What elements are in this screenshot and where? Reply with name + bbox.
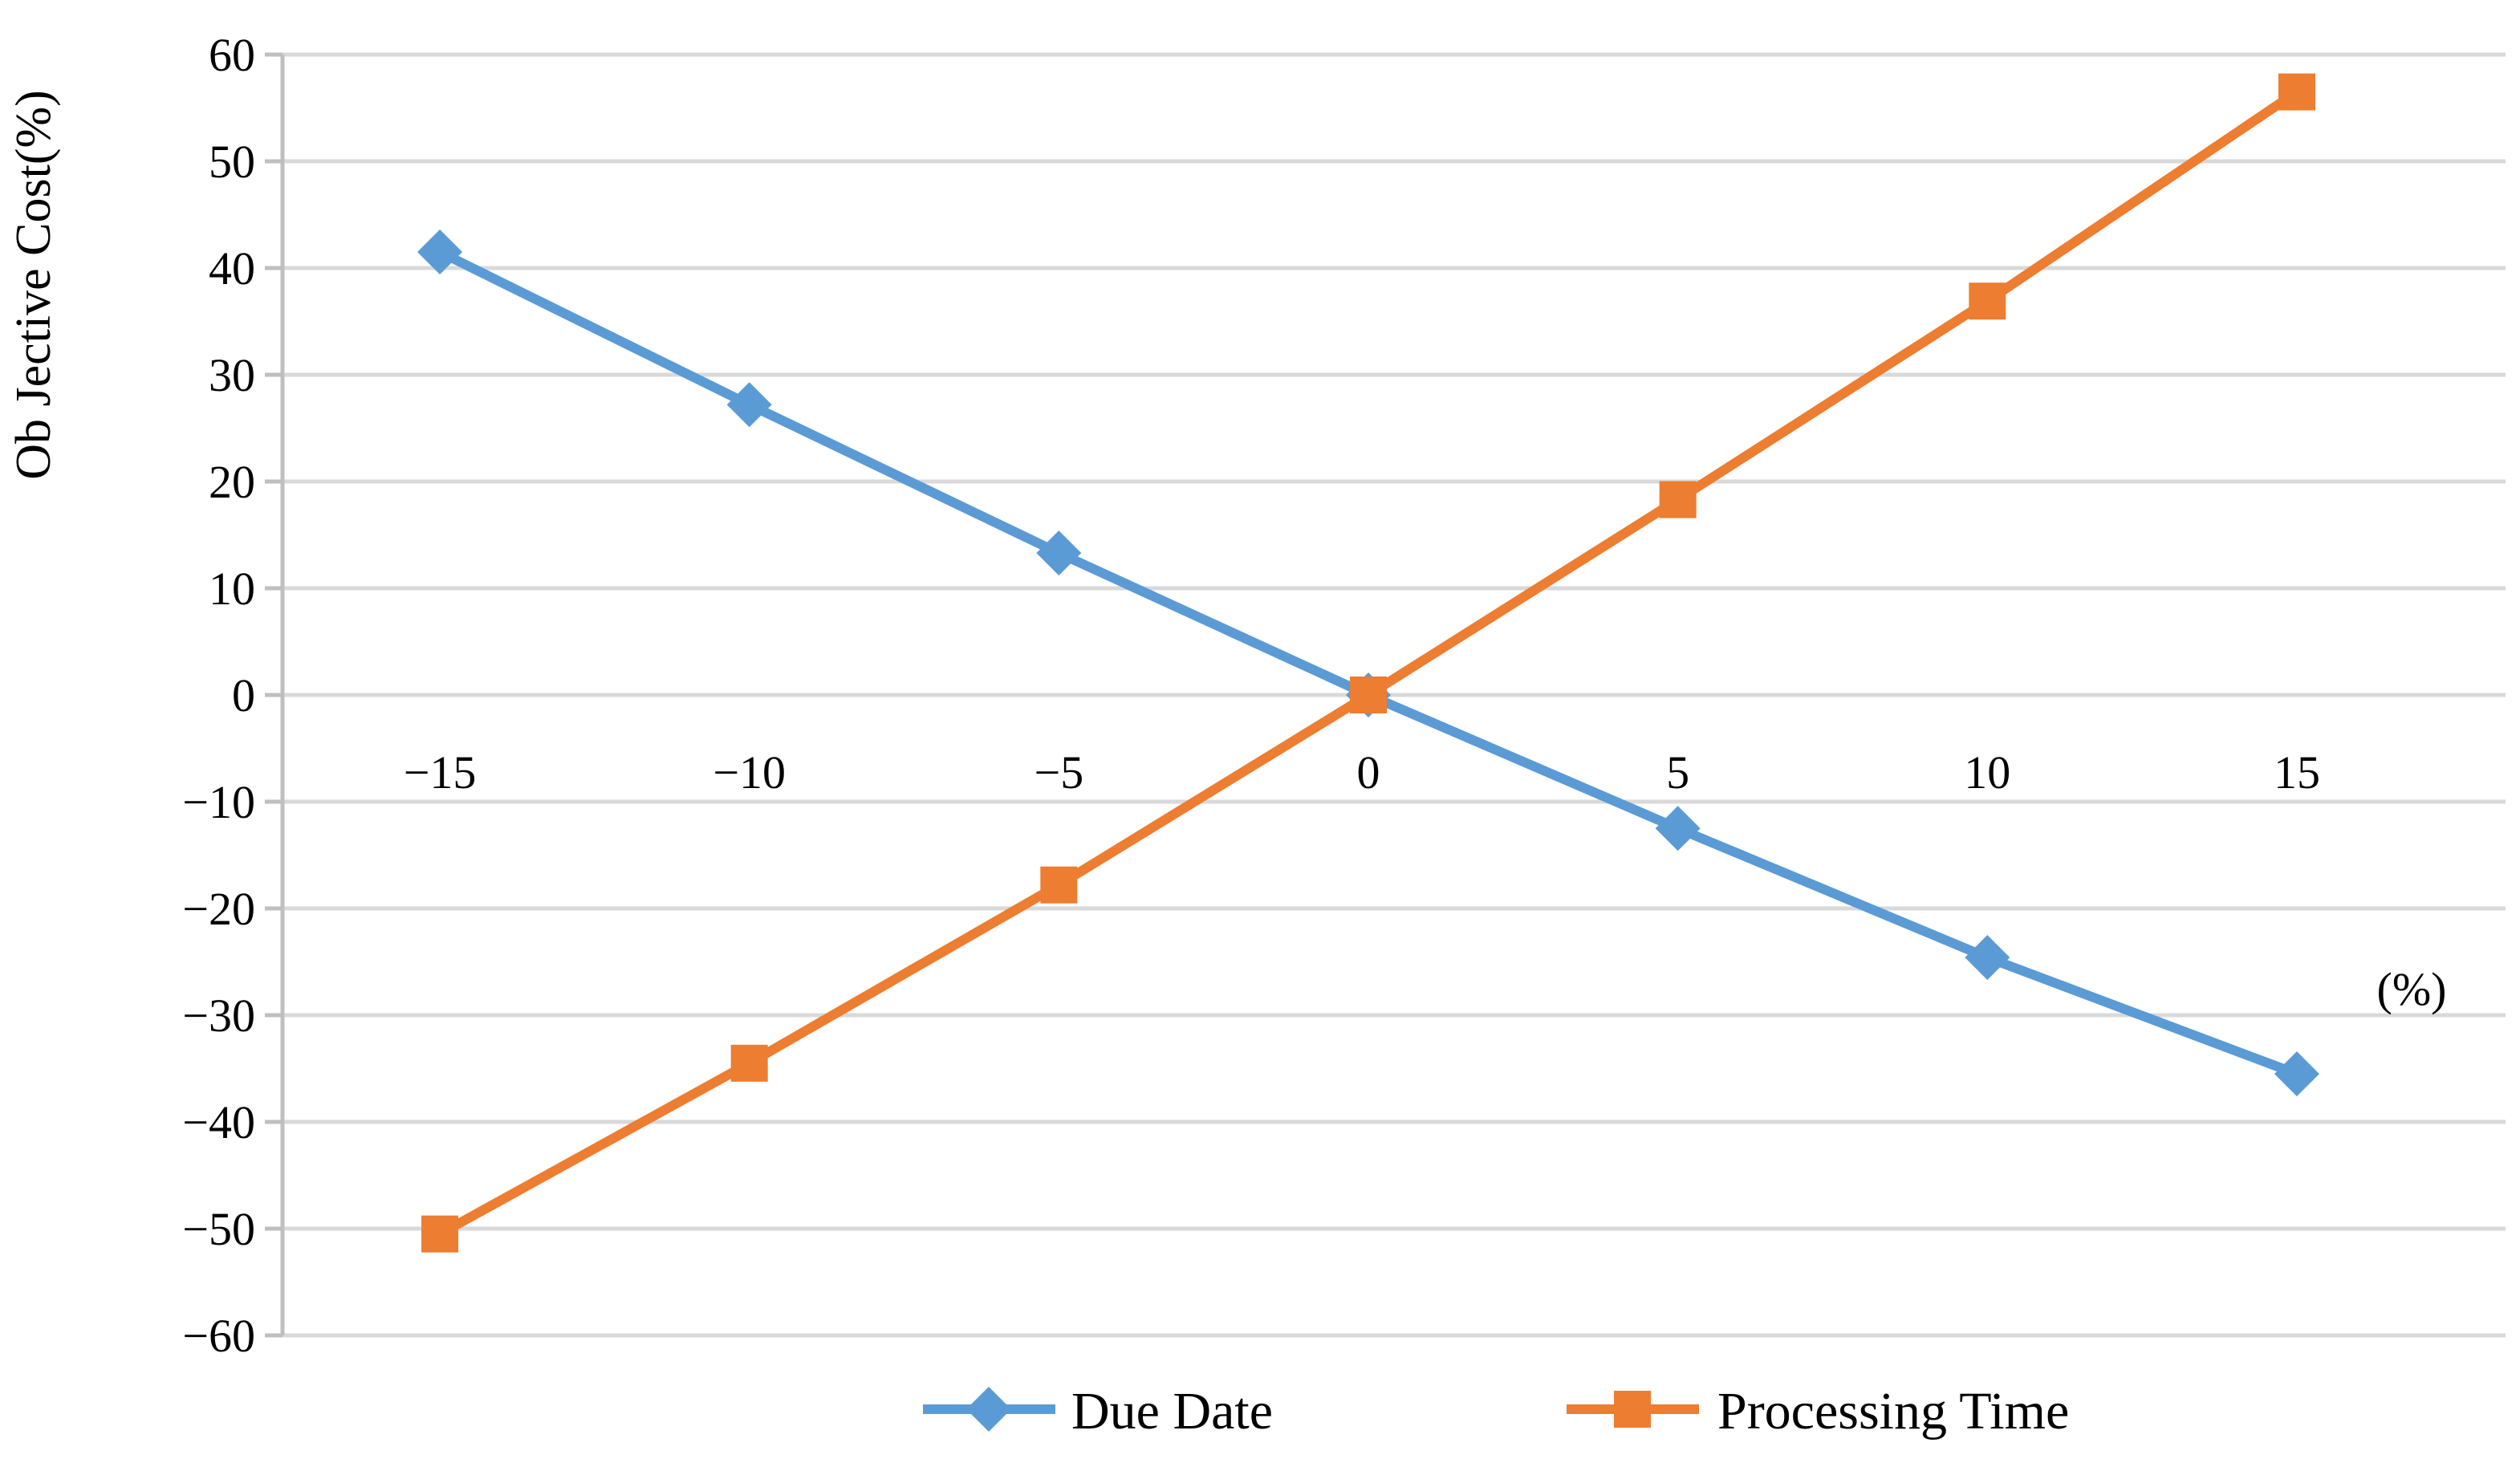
y-axis-title: Ob Jective Cost(%) [6,90,61,480]
y-tick-label: −30 [182,989,255,1042]
legend-processing-time-label: Processing Time [1717,1382,2069,1441]
processing-time-marker-square [1040,866,1078,904]
due-date-marker-diamond [2274,1051,2319,1097]
legend: Due Date Processing Time [923,1382,2069,1441]
x-tick-label: 15 [2274,746,2320,798]
x-tick-label: −10 [713,746,786,798]
y-tick-label: 30 [209,349,255,401]
processing-time-marker-square [1350,677,1387,713]
processing-time-marker-square [730,1044,768,1082]
y-tick-label: 10 [209,563,255,615]
x-tick-label: −15 [404,746,477,798]
x-tick-label: −5 [1034,746,1083,798]
legend-processing-time-marker-square [1614,1391,1651,1428]
legend-due-date-label: Due Date [1071,1382,1273,1441]
due-date-marker-diamond [726,382,772,428]
data-series [417,73,2319,1253]
legend-item-due-date: Due Date [923,1382,1273,1441]
processing-time-marker-square [2278,73,2315,111]
y-tick-label: −40 [182,1096,255,1148]
y-axis [265,52,285,1338]
x-axis-unit-label: (%) [2377,963,2447,1015]
y-tick-label: 20 [209,456,255,508]
x-tick-label: 5 [1666,746,1689,798]
due-date-marker-diamond [1965,935,2010,981]
y-tick-label: 60 [209,29,255,81]
due-date-marker-diamond [1036,530,1082,576]
x-tick-label: 10 [1964,746,2010,798]
legend-due-date-marker-diamond [966,1387,1011,1432]
y-tick-label: 0 [232,669,255,721]
y-tick-label: −50 [182,1203,255,1255]
legend-item-processing-time: Processing Time [1567,1382,2069,1441]
series-processing-time [421,73,2315,1253]
processing-time-marker-square [1969,282,2006,320]
x-tick-label: 0 [1357,746,1380,798]
y-tick-label: 50 [209,136,255,188]
processing-time-marker-square [421,1215,459,1253]
series-due-date [417,230,2319,1097]
y-tick-label: −60 [182,1310,255,1362]
due-date-marker-diamond [417,230,463,275]
series-processing-time-line [437,87,2300,1238]
y-tick-label: 40 [209,242,255,295]
y-tick-label: −10 [182,776,255,828]
due-date-marker-diamond [1655,806,1701,851]
y-tick-label: −20 [182,883,255,935]
processing-time-marker-square [1659,481,1697,518]
gridlines [282,52,2506,1338]
